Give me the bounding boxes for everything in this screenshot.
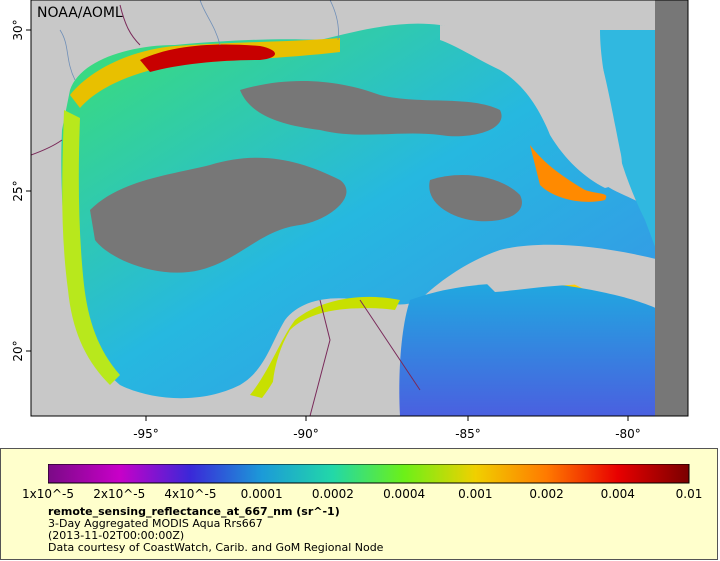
credit-note: Data courtesy of CoastWatch, Carib. and … (48, 541, 384, 554)
lon-tick-label: -85° (455, 427, 481, 441)
coastal-band-florida (530, 145, 607, 202)
colorbar-tick-label: 1x10^-5 (21, 487, 75, 501)
colorbar-tick-label: 2x10^-5 (93, 487, 146, 501)
variable-label: remote_sensing_reflectance_at_667_nm (sr… (48, 505, 340, 518)
colorbar-tick-label: 0.002 (529, 487, 564, 501)
lon-tick-label: -80° (615, 427, 641, 441)
lon-tick-label: -90° (293, 427, 319, 441)
missing-data-atlantic (655, 0, 688, 416)
colorbar-tick-label: 0.004 (600, 487, 635, 501)
lat-tick-label: 25° (11, 180, 25, 201)
colorbar (48, 464, 690, 484)
product-label: 3-Day Aggregated MODIS Aqua Rrs667 (48, 517, 263, 530)
colorbar-tick-label: 0.0002 (311, 487, 354, 501)
missing-data-center (90, 157, 347, 273)
credit-label: NOAA/AOML (37, 5, 123, 21)
lon-tick-label: -95° (133, 427, 159, 441)
lat-tick-label: 20° (11, 340, 25, 361)
atlantic-water (600, 30, 660, 260)
cuba-land (485, 260, 660, 292)
colorbar-tick-label: 0.0004 (383, 487, 426, 501)
caribbean-water (399, 283, 660, 416)
coastal-band-yucatan (250, 296, 400, 398)
country-borders (31, 4, 421, 416)
legend-panel: 1x10^-5 2x10^-5 4x10^-5 0.0001 0.0002 0.0004 0… (0, 448, 718, 560)
map-frame: NOAA/AOML -95° -90° -85° -80° 30° 25° 20… (11, 0, 689, 441)
lon-ticks (145, 416, 629, 421)
missing-data-east (429, 175, 522, 222)
yucatan-land (272, 308, 400, 416)
gulf-water (61, 23, 661, 399)
colorbar-tick-label: 0.001 (458, 487, 493, 501)
rivers (59, 0, 339, 81)
coastal-band-north-red (140, 44, 275, 72)
plot-frame (30, 0, 689, 417)
colorbar-tick-label: 0.0001 (240, 487, 283, 501)
florida-land (440, 25, 622, 188)
colorbar-fill (48, 464, 689, 483)
missing-data-north (240, 80, 502, 137)
colorbar-tick-label: 4x10^-5 (164, 487, 217, 501)
lat-ticks (26, 29, 31, 352)
lat-tick-label: 30° (11, 19, 25, 40)
colorbar-tick-label: 0.01 (675, 487, 703, 501)
date-label: (2013-11-02T00:00:00Z) (48, 529, 185, 542)
coastal-band-west (62, 110, 120, 385)
